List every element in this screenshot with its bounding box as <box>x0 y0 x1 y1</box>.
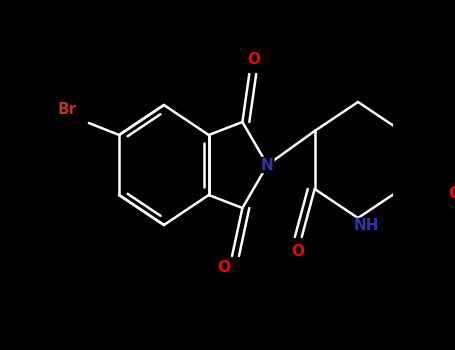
Text: O: O <box>247 52 260 68</box>
Text: N: N <box>261 158 274 173</box>
Text: O: O <box>217 260 230 275</box>
Text: O: O <box>291 244 304 259</box>
Text: Br: Br <box>58 103 77 118</box>
Text: NH: NH <box>354 218 379 233</box>
Text: O: O <box>448 187 455 202</box>
